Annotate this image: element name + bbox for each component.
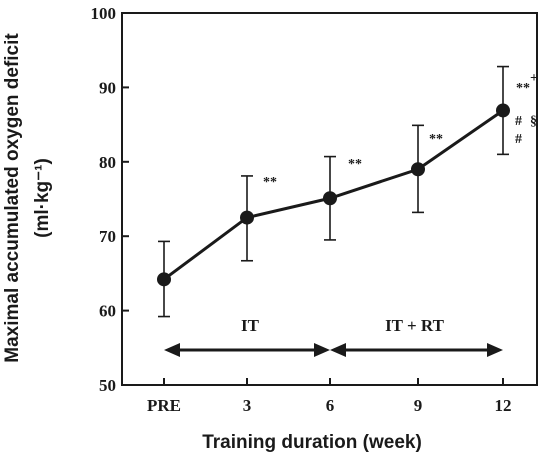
data-point xyxy=(496,103,510,118)
x-tick-label: PRE xyxy=(147,396,181,415)
data-point xyxy=(157,272,171,287)
y-axis-title: Maximal accumulated oxygen deficit (ml·k… xyxy=(2,33,53,363)
phase-arrow-head-right xyxy=(314,343,330,357)
y-tick-label: 90 xyxy=(99,78,116,97)
y-axis-title-line2: (ml·kg⁻¹) xyxy=(32,158,53,238)
phase-arrow-head-left xyxy=(164,343,180,357)
phase-label: IT xyxy=(241,316,260,335)
significance-marker: ** xyxy=(263,175,277,190)
significance-marker: # xyxy=(515,114,522,129)
y-tick-label: 100 xyxy=(91,4,117,23)
significance-marker: ** xyxy=(429,132,443,147)
data-point xyxy=(240,210,254,225)
x-tick-label: 12 xyxy=(495,396,512,415)
x-tick-label: 9 xyxy=(414,396,423,415)
significance-marker: # xyxy=(515,132,522,147)
data-point xyxy=(411,162,425,177)
significance-marker: ** xyxy=(348,157,362,172)
y-tick-label: 50 xyxy=(99,376,116,395)
phase-arrow-head-left xyxy=(330,343,346,357)
phase-label: IT + RT xyxy=(385,316,445,335)
x-tick-label: 3 xyxy=(243,396,252,415)
y-tick-label: 60 xyxy=(99,302,116,321)
y-tick-label: 80 xyxy=(99,153,116,172)
phase-arrow-head-right xyxy=(487,343,503,357)
data-point xyxy=(323,191,337,206)
significance-marker: § xyxy=(530,114,537,129)
x-tick-label: 6 xyxy=(326,396,335,415)
x-axis-title: Training duration (week) xyxy=(202,432,422,453)
significance-marker: + xyxy=(530,71,538,86)
y-axis-title-line1: Maximal accumulated oxygen deficit xyxy=(2,33,23,363)
y-tick-label: 70 xyxy=(99,227,116,246)
significance-marker: ** xyxy=(516,81,530,96)
